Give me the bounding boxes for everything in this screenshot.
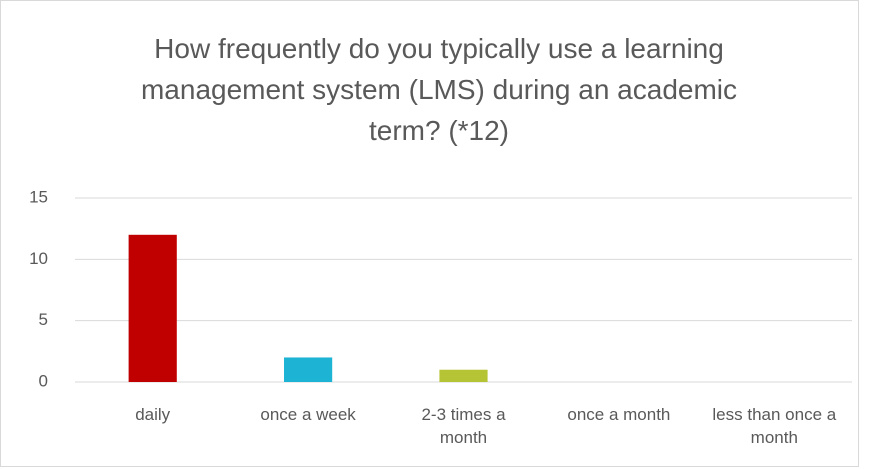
- y-tick-label: 10: [29, 249, 48, 268]
- x-tick-label: once a month: [567, 405, 671, 424]
- x-tick-label: less than once a month: [712, 405, 837, 447]
- bar: [439, 369, 488, 382]
- x-tick-label: once a week: [260, 405, 356, 424]
- x-tick-label: 2-3 times a month: [421, 405, 506, 447]
- y-tick-label: 0: [39, 371, 48, 390]
- chart-title: How frequently do you typically use a le…: [140, 33, 738, 146]
- chart-border: [0, 0, 859, 467]
- y-tick-label: 15: [29, 187, 48, 206]
- x-tick-label: daily: [135, 405, 171, 424]
- bar: [284, 357, 333, 382]
- bar: [128, 234, 177, 382]
- y-tick-label: 5: [39, 310, 48, 329]
